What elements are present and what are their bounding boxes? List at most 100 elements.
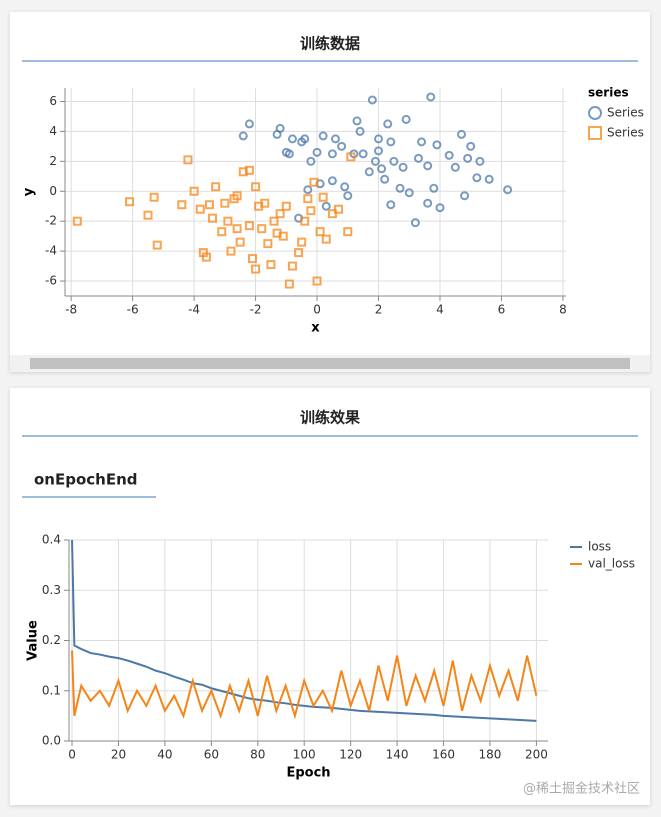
point: [275, 123, 285, 133]
point: [269, 216, 279, 226]
x-tick-label: 80: [250, 748, 265, 762]
point: [383, 119, 393, 129]
legend-label: val_loss: [588, 557, 635, 571]
point: [211, 182, 221, 192]
y-tick-label: -2: [45, 214, 57, 228]
point: [460, 191, 470, 201]
point: [300, 134, 310, 144]
y-tick-label: 0: [49, 184, 57, 198]
point: [315, 227, 325, 237]
point: [343, 227, 353, 237]
point: [284, 279, 294, 289]
y-tick-label: 0.1: [42, 683, 61, 697]
point: [195, 204, 205, 214]
point: [401, 114, 411, 124]
point: [386, 137, 396, 147]
point: [189, 186, 199, 196]
point: [300, 216, 310, 226]
point: [463, 153, 473, 163]
point: [423, 161, 433, 171]
scroll-thumb[interactable]: [30, 358, 630, 369]
point: [223, 216, 233, 226]
point: [247, 254, 257, 264]
series-line: [71, 650, 538, 720]
point: [238, 131, 248, 141]
point: [435, 203, 445, 213]
point: [226, 246, 236, 256]
x-tick-label: -8: [65, 303, 77, 317]
x-tick-label: -2: [250, 303, 262, 317]
point: [244, 221, 254, 231]
point: [217, 227, 227, 237]
panel-title: 训练效果: [300, 409, 361, 427]
point: [456, 129, 466, 139]
point: [466, 141, 476, 151]
point: [294, 248, 304, 258]
point: [149, 192, 159, 202]
point: [281, 201, 291, 211]
subtitle: onEpochEnd: [34, 471, 138, 489]
point: [370, 156, 380, 166]
point: [374, 146, 384, 156]
x-tick-label: 4: [436, 303, 444, 317]
point: [352, 116, 362, 126]
y-tick-label: 0.0: [42, 734, 61, 748]
point: [327, 176, 337, 186]
point: [254, 201, 264, 211]
legend-symbol: [588, 126, 602, 140]
legend-symbol: [588, 106, 602, 120]
point: [321, 234, 331, 244]
point: [337, 141, 347, 151]
x-tick-label: -4: [188, 303, 200, 317]
point: [330, 134, 340, 144]
point: [306, 156, 316, 166]
point: [377, 164, 387, 174]
point: [367, 95, 377, 105]
point: [303, 185, 313, 195]
y-axis-title: Value: [26, 620, 41, 661]
series-line: [71, 539, 537, 722]
x-tick-label: 0: [68, 748, 76, 762]
result-panel: [10, 388, 650, 805]
point: [334, 204, 344, 214]
panel-title: 训练数据: [300, 35, 360, 53]
x-tick-label: 60: [204, 748, 219, 762]
x-tick-label: -6: [127, 303, 139, 317]
point: [475, 156, 485, 166]
point: [251, 264, 261, 274]
y-axis-title: y: [22, 187, 37, 196]
legend-label: Series: [607, 106, 644, 120]
x-tick-label: 120: [339, 748, 362, 762]
point: [318, 131, 328, 141]
point: [444, 150, 454, 160]
point: [232, 224, 242, 234]
point: [272, 228, 282, 238]
y-tick-label: 4: [49, 124, 57, 138]
point: [72, 216, 82, 226]
scrollbar[interactable]: [10, 355, 650, 372]
point: [503, 185, 513, 195]
x-axis-title: Epoch: [286, 766, 330, 781]
point: [484, 174, 494, 184]
point: [374, 134, 384, 144]
point: [343, 191, 353, 201]
legend-label: Series: [607, 126, 644, 140]
point: [266, 260, 276, 270]
legend-label: loss: [588, 540, 611, 554]
point: [263, 239, 273, 249]
point: [251, 182, 261, 192]
point: [380, 174, 390, 184]
y-tick-label: 6: [49, 94, 57, 108]
y-tick-label: -6: [45, 274, 57, 288]
point: [125, 197, 135, 207]
x-tick-label: 20: [111, 748, 126, 762]
point: [297, 237, 307, 247]
x-tick-label: 180: [479, 748, 502, 762]
point: [244, 165, 254, 175]
point: [417, 137, 427, 147]
legend-title: series: [588, 86, 629, 100]
x-tick-label: 8: [559, 303, 567, 317]
point: [472, 173, 482, 183]
